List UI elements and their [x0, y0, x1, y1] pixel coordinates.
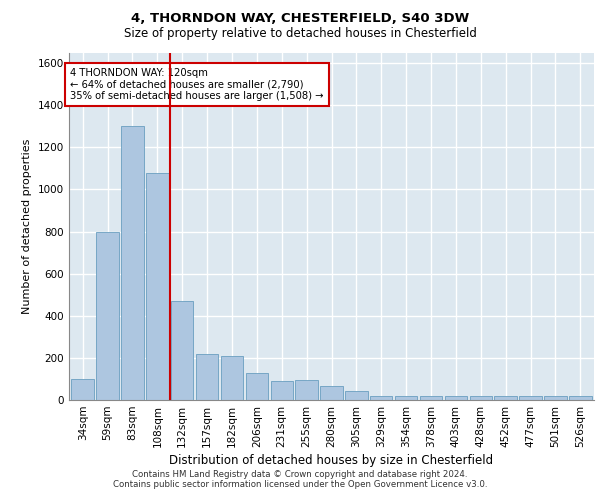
Bar: [271, 381, 293, 400]
Bar: [121, 126, 143, 400]
Bar: [320, 386, 343, 400]
X-axis label: Distribution of detached houses by size in Chesterfield: Distribution of detached houses by size …: [169, 454, 494, 467]
Bar: [345, 390, 368, 400]
Bar: [520, 396, 542, 400]
Bar: [470, 396, 492, 400]
Text: 4, THORNDON WAY, CHESTERFIELD, S40 3DW: 4, THORNDON WAY, CHESTERFIELD, S40 3DW: [131, 12, 469, 26]
Bar: [146, 172, 169, 400]
Bar: [71, 379, 94, 400]
Text: Size of property relative to detached houses in Chesterfield: Size of property relative to detached ho…: [124, 28, 476, 40]
Bar: [395, 396, 418, 400]
Bar: [196, 354, 218, 400]
Bar: [420, 396, 442, 400]
Y-axis label: Number of detached properties: Number of detached properties: [22, 138, 32, 314]
Bar: [569, 396, 592, 400]
Bar: [221, 356, 243, 400]
Bar: [171, 301, 193, 400]
Bar: [370, 396, 392, 400]
Text: Contains HM Land Registry data © Crown copyright and database right 2024.
Contai: Contains HM Land Registry data © Crown c…: [113, 470, 487, 489]
Bar: [245, 372, 268, 400]
Bar: [544, 396, 566, 400]
Bar: [295, 380, 318, 400]
Bar: [494, 396, 517, 400]
Bar: [97, 232, 119, 400]
Bar: [445, 396, 467, 400]
Text: 4 THORNDON WAY: 120sqm
← 64% of detached houses are smaller (2,790)
35% of semi-: 4 THORNDON WAY: 120sqm ← 64% of detached…: [70, 68, 324, 102]
